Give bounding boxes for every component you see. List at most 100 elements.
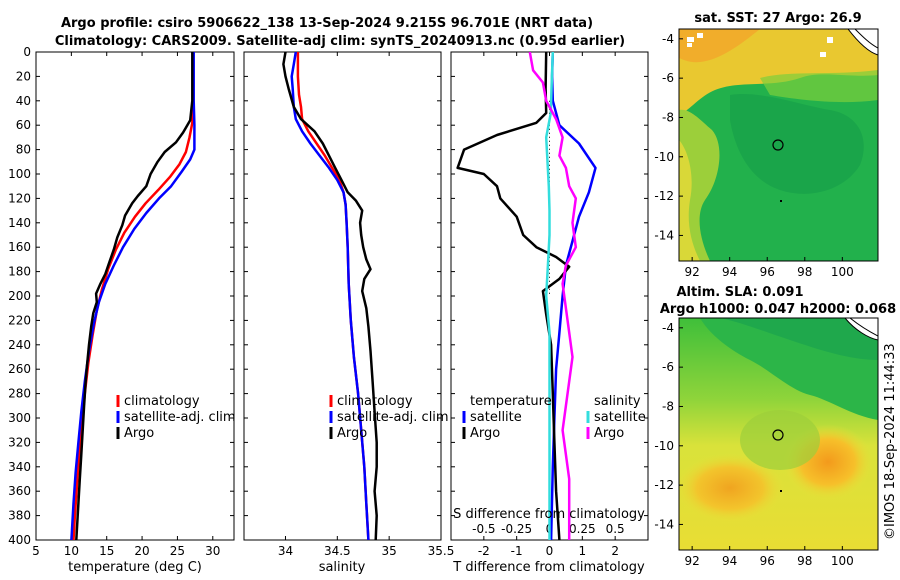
map-y-tick-label: -6	[662, 71, 674, 85]
y-tick-label: 380	[8, 509, 31, 523]
y-tick-label: 300	[8, 411, 31, 425]
y-tick-label: 180	[8, 265, 31, 279]
y-tick-label: 360	[8, 484, 31, 498]
map-y-tick-label: -12	[654, 189, 674, 203]
x-tick-label: 0	[546, 544, 554, 558]
salinity-xlabel: salinity	[319, 560, 366, 575]
series-satellite-adj-clim	[70, 52, 196, 540]
legend-s-satellite: satellite	[594, 410, 646, 425]
salinity-series-group	[282, 52, 378, 540]
s-tick-label: 0.25	[569, 522, 596, 536]
y-tick-label: 60	[16, 118, 31, 132]
sst_map-axes: 92 94 96 98 100 -4 -6 -8 -10 -12 -14	[654, 32, 853, 279]
series-temperature-satellite	[549, 52, 597, 540]
y-tick-label: 320	[8, 435, 31, 449]
map-x-tick-label: 100	[831, 554, 854, 568]
s-tick-label: 0.5	[606, 522, 625, 536]
x-tick-label: 35.5	[428, 544, 455, 558]
legend-argo: Argo	[124, 426, 154, 441]
map-y-tick-label: -8	[662, 110, 674, 124]
map-x-tick-label: 98	[797, 554, 812, 568]
map-x-tick-label: 96	[760, 554, 775, 568]
sla-map-title: Altim. SLA: 0.091	[677, 285, 804, 300]
series-climatology	[72, 52, 195, 540]
map-x-tick-label: 92	[685, 265, 700, 279]
map-x-tick-label: 94	[722, 265, 737, 279]
y-tick-label: 160	[8, 240, 31, 254]
series-argo	[75, 52, 194, 540]
y-tick-label: 400	[8, 533, 31, 547]
profile-lines	[70, 52, 597, 540]
difference-xlabel: T difference from climatology	[452, 560, 645, 575]
x-tick-label: 15	[99, 544, 114, 558]
salinity-legend: climatology satellite-adj. clim Argo	[329, 394, 449, 441]
y-tick-label: 40	[16, 94, 31, 108]
sla-map-subtitle: Argo h1000: 0.047 h2000: 0.068	[660, 302, 896, 317]
map-y-tick-label: -8	[662, 399, 674, 413]
x-tick-label: 35	[382, 544, 397, 558]
x-tick-label: 2	[611, 544, 619, 558]
temperature-series-group	[70, 52, 196, 540]
title-line-2: Climatology: CARS2009. Satellite-adj cli…	[55, 34, 625, 49]
y-tick-label: 200	[8, 289, 31, 303]
x-tick-label: -2	[478, 544, 490, 558]
temperature-panel-frame	[35, 51, 235, 541]
map-x-tick-label: 96	[760, 265, 775, 279]
legend-argo: Argo	[337, 426, 367, 441]
map-y-tick-label: -12	[654, 478, 674, 492]
legend-t-argo: Argo	[470, 426, 500, 441]
map-y-tick-label: -10	[654, 439, 674, 453]
map-y-tick-label: -6	[662, 360, 674, 374]
series-salinity-argo	[528, 52, 578, 540]
y-tick-label: 220	[8, 313, 31, 327]
s-tick-label: -0.25	[501, 522, 532, 536]
map-y-tick-label: -4	[662, 321, 674, 335]
series-temperature-argo	[456, 52, 571, 540]
profile-axes: 0204060801001201401601802002202402602803…	[8, 45, 648, 558]
temperature-legend: climatology satellite-adj. clim Argo	[116, 394, 236, 441]
s-tick-label: -0.5	[472, 522, 495, 536]
y-tick-label: 80	[16, 143, 31, 157]
x-tick-label: 34	[278, 544, 293, 558]
y-tick-label: 340	[8, 460, 31, 474]
x-tick-label: 25	[170, 544, 185, 558]
map-x-tick-label: 94	[722, 554, 737, 568]
map-y-tick-label: -10	[654, 150, 674, 164]
legend-t-satellite: satellite	[470, 410, 522, 425]
temperature-xlabel: temperature (deg C)	[68, 560, 202, 575]
y-tick-label: 0	[23, 45, 31, 59]
credit-timestamp: ©IMOS 18-Sep-2024 11:44:33	[883, 343, 898, 540]
argo-location-marker	[772, 429, 784, 441]
series-salinity-satellite	[544, 52, 555, 540]
legend-climatology: climatology	[337, 394, 413, 409]
sst-map-title: sat. SST: 27 Argo: 26.9	[694, 11, 861, 26]
map-y-tick-label: -4	[662, 32, 674, 46]
y-tick-label: 140	[8, 216, 31, 230]
x-tick-label: 20	[134, 544, 149, 558]
y-tick-label: 20	[16, 69, 31, 83]
legend-salinity-title: salinity	[594, 394, 641, 409]
legend-climatology: climatology	[124, 394, 200, 409]
legend-s-argo: Argo	[594, 426, 624, 441]
y-tick-label: 100	[8, 167, 31, 181]
salinity-panel-frame	[243, 51, 442, 541]
argo-location-marker	[772, 139, 784, 151]
y-tick-label: 260	[8, 362, 31, 376]
sla_map-axes: 92 94 96 98 100 -4 -6 -8 -10 -12 -14	[654, 321, 853, 568]
series-argo	[282, 52, 378, 540]
x-tick-label: 30	[205, 544, 220, 558]
difference-xlabel-top: S difference from climatology	[453, 507, 645, 522]
y-tick-label: 120	[8, 191, 31, 205]
difference-series-group	[456, 52, 597, 540]
map-x-tick-label: 98	[797, 265, 812, 279]
x-tick-label: 1	[579, 544, 587, 558]
map-y-tick-label: -14	[654, 228, 674, 242]
series-satellite-adj-clim	[290, 52, 370, 540]
legend-temperature-title: temperature	[470, 394, 552, 409]
legend-satellite-adj-clim: satellite-adj. clim	[337, 410, 449, 425]
x-tick-label: -1	[511, 544, 523, 558]
x-tick-label: 34.5	[324, 544, 351, 558]
title-line-1: Argo profile: csiro 5906622_138 13-Sep-2…	[61, 16, 593, 31]
y-tick-label: 280	[8, 387, 31, 401]
